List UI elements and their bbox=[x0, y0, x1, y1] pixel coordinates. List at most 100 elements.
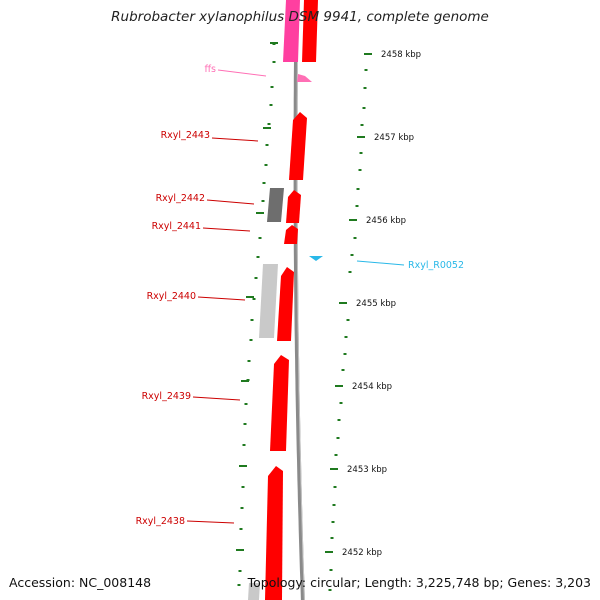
minor-tick bbox=[328, 589, 332, 591]
minor-tick bbox=[258, 237, 262, 239]
minor-tick bbox=[265, 144, 269, 146]
minor-tick bbox=[238, 570, 242, 572]
backbone-line bbox=[293, 0, 305, 600]
inner-minor-ticks bbox=[328, 69, 368, 591]
other-feature-shape bbox=[248, 583, 260, 600]
minor-tick bbox=[329, 569, 333, 571]
major-tick bbox=[335, 385, 343, 387]
tick-label: 2457 kbp bbox=[374, 133, 414, 143]
minor-tick bbox=[334, 454, 338, 456]
trna-feature-shape bbox=[309, 256, 323, 261]
gene-shape bbox=[277, 267, 294, 341]
minor-tick-long bbox=[236, 549, 244, 551]
minor-tick-long bbox=[263, 127, 271, 129]
minor-tick bbox=[242, 444, 246, 446]
gene-shape bbox=[270, 355, 289, 451]
minor-tick bbox=[350, 254, 354, 256]
minor-tick bbox=[364, 69, 368, 71]
feature-label: Rxyl_R0052 bbox=[408, 260, 464, 271]
feature-label: Rxyl_2442 bbox=[156, 193, 205, 204]
tick-label: 2458 kbp bbox=[381, 50, 421, 60]
major-tick bbox=[357, 136, 365, 138]
minor-tick bbox=[346, 319, 350, 321]
minor-tick bbox=[256, 256, 260, 258]
rna-feature-shape bbox=[283, 0, 300, 62]
leader-line bbox=[197, 296, 246, 301]
major-tick bbox=[339, 302, 347, 304]
gene-shape bbox=[265, 466, 283, 600]
minor-tick bbox=[252, 298, 256, 300]
topology-info-text: Topology: circular; Length: 3,225,748 bp… bbox=[247, 575, 591, 590]
feature-label: ffs bbox=[205, 64, 217, 75]
minor-tick bbox=[356, 188, 360, 190]
minor-tick bbox=[341, 369, 345, 371]
minor-tick bbox=[331, 521, 335, 523]
minor-tick bbox=[237, 584, 241, 586]
leader-line bbox=[206, 199, 255, 205]
minor-tick bbox=[244, 403, 248, 405]
tick-label: 2452 kbp bbox=[342, 548, 382, 558]
minor-tick-long bbox=[239, 465, 247, 467]
major-tick bbox=[364, 53, 372, 55]
feature-label: Rxyl_2439 bbox=[142, 391, 191, 402]
other-feature-shape bbox=[259, 264, 278, 338]
minor-tick bbox=[363, 87, 367, 89]
feature-labels: ffs Rxyl_2443 Rxyl_2442 Rxyl_2441 Rxyl_R0052… bbox=[136, 64, 464, 527]
minor-tick bbox=[336, 437, 340, 439]
minor-tick-long bbox=[246, 296, 254, 298]
tick-label: 2455 kbp bbox=[356, 299, 396, 309]
gene-shape bbox=[289, 112, 307, 180]
minor-tick-long bbox=[256, 212, 264, 214]
major-tick bbox=[349, 219, 357, 221]
major-tick bbox=[330, 468, 338, 470]
minor-tick bbox=[270, 86, 274, 88]
minor-tick bbox=[353, 237, 357, 239]
minor-tick bbox=[339, 402, 343, 404]
rna-feature-shape bbox=[297, 74, 312, 82]
minor-tick bbox=[330, 537, 334, 539]
major-ticks: 2458 kbp 2457 kbp 2456 kbp 2455 kbp 2454 kbp… bbox=[325, 50, 421, 558]
gene-shape bbox=[286, 190, 301, 223]
minor-tick bbox=[358, 169, 362, 171]
minor-tick bbox=[247, 360, 251, 362]
minor-tick bbox=[355, 205, 359, 207]
minor-tick bbox=[261, 200, 265, 202]
tick-label: 2456 kbp bbox=[366, 216, 406, 226]
feature-label: Rxyl_2441 bbox=[152, 221, 201, 232]
outer-minor-ticks bbox=[236, 42, 278, 586]
accession-text: Accession: NC_008148 bbox=[9, 575, 152, 590]
tick-label: 2453 kbp bbox=[347, 465, 387, 475]
minor-tick bbox=[262, 182, 266, 184]
minor-tick bbox=[240, 507, 244, 509]
minor-tick bbox=[337, 419, 341, 421]
minor-tick bbox=[272, 61, 276, 63]
leader-line bbox=[217, 69, 267, 77]
minor-tick bbox=[343, 353, 347, 355]
minor-tick bbox=[269, 104, 273, 106]
minor-tick bbox=[239, 528, 243, 530]
minor-tick bbox=[241, 486, 245, 488]
gene-shape bbox=[284, 225, 298, 244]
minor-tick-long bbox=[241, 380, 249, 382]
feature-label: Rxyl_2443 bbox=[161, 130, 210, 141]
leader-line bbox=[356, 260, 405, 266]
minor-tick bbox=[344, 336, 348, 338]
minor-tick bbox=[264, 164, 268, 166]
tick-label: 2454 kbp bbox=[352, 382, 392, 392]
minor-tick bbox=[362, 107, 366, 109]
label-leader-lines bbox=[186, 69, 405, 524]
leader-line bbox=[192, 396, 241, 401]
feature-shapes bbox=[248, 0, 323, 600]
minor-tick bbox=[360, 124, 364, 126]
minor-tick bbox=[249, 339, 253, 341]
major-tick bbox=[325, 551, 333, 553]
minor-tick-long bbox=[270, 42, 278, 44]
other-feature-shape bbox=[267, 188, 284, 222]
feature-label: Rxyl_2438 bbox=[136, 516, 185, 527]
minor-tick bbox=[267, 123, 271, 125]
sequence-backbone bbox=[293, 0, 305, 600]
minor-tick bbox=[359, 152, 363, 154]
minor-tick bbox=[254, 277, 258, 279]
